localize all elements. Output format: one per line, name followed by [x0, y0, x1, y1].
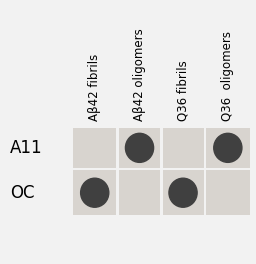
Text: Aβ42 oligomers: Aβ42 oligomers — [133, 29, 146, 121]
Bar — [163, 128, 204, 168]
Text: Q36 fibrils: Q36 fibrils — [177, 61, 189, 121]
Text: Q36  oligomers: Q36 oligomers — [221, 31, 234, 121]
Text: Aβ42 fibrils: Aβ42 fibrils — [88, 54, 101, 121]
Bar — [119, 128, 160, 168]
Ellipse shape — [169, 178, 197, 207]
Ellipse shape — [214, 133, 242, 162]
Bar — [206, 170, 250, 215]
Bar — [119, 170, 160, 215]
Ellipse shape — [125, 133, 154, 162]
Bar — [73, 128, 116, 168]
Text: OC: OC — [10, 184, 35, 202]
Text: A11: A11 — [10, 139, 43, 157]
Bar — [73, 170, 116, 215]
Ellipse shape — [81, 178, 109, 207]
Bar — [206, 128, 250, 168]
Bar — [163, 170, 204, 215]
